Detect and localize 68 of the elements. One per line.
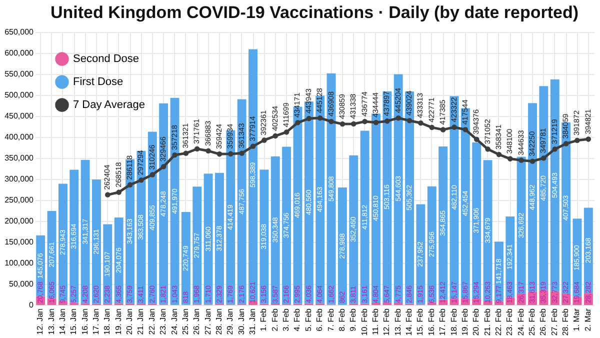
y-tick-label: 200,000 [4,216,34,226]
x-tick-label: 18. Jan [102,308,112,335]
x-tick-label: 1. Mar [572,308,582,332]
x-tick-label: 17. Feb [438,308,448,336]
x-tick-label: 15. Feb [416,308,425,336]
x-tick-label: 9. Feb [348,308,358,332]
x-tick-label: 11. Feb [370,308,380,336]
y-tick-label: 100,000 [4,258,34,268]
x-tick-label: 5. Feb [304,308,313,332]
x-tick-label: 28. Jan [214,308,224,335]
x-tick-label: 29. Jan [226,308,235,335]
x-tick-label: 20. Feb [472,308,481,336]
x-tick-label: 16. Feb [426,308,436,336]
x-tick-label: 21. Feb [482,308,492,336]
y-tick-label: 600,000 [4,48,34,58]
x-tick-label: 17. Jan [91,308,100,335]
x-tick-label: 18. Feb [449,308,458,336]
x-tick-label: 7. Feb [326,308,336,332]
x-tick-label: 19. Jan [114,308,123,335]
y-tick-label: 250,000 [4,196,34,204]
y-tick-label: 0 [29,300,34,310]
x-tick-label: 22. Jan [147,308,156,335]
x-tick-label: 26. Jan [192,308,202,335]
legend-label: Second Dose [73,53,140,65]
y-tick-label: 450,000 [4,112,34,120]
x-tick-label: 20. Jan [125,308,134,335]
x-tick-label: 25. Jan [180,308,190,335]
legend-label: 7 Day Average [73,99,145,111]
x-tick-label: 4. Feb [292,308,302,332]
x-tick-label: 6. Feb [315,308,324,332]
x-tick-label: 1. Feb [259,308,268,332]
x-tick-label: 12. Jan [36,308,45,335]
x-tick-label: 14. Feb [404,308,414,336]
x-tick-label: 12. Feb [382,308,392,336]
x-tick-label: 3. Feb [282,308,291,332]
x-tick-label: 26. Feb [538,308,548,336]
x-tick-label: 25. Feb [528,308,537,336]
x-tick-label: 24. Feb [516,308,526,336]
x-tick-label: 19. Feb [460,308,470,336]
x-tick-label: 28. Feb [561,308,570,336]
x-tick-label: 13. Feb [393,308,402,336]
x-tick-label: 22. Feb [494,308,503,336]
x-tick-label: 2. Mar [583,308,592,332]
x-tick-label: 10. Feb [360,308,369,336]
x-tick-label: 24. Jan [170,308,179,335]
legend-label: First Dose [73,76,124,88]
y-tick-label: 500,000 [4,90,34,100]
x-tick-label: 15. Jan [69,308,78,335]
x-tick-label: 23. Feb [505,308,514,336]
x-tick-label: 2. Feb [270,308,280,332]
x-tick-label: 16. Jan [80,308,90,335]
y-tick-label: 350,000 [4,154,34,162]
y-tick-label: 400,000 [4,132,34,142]
y-tick-label: 150,000 [4,238,34,246]
x-tick-label: 23. Jan [158,308,168,335]
x-tick-label: 31. Jan [248,308,258,335]
x-tick-label: 8. Feb [337,308,346,332]
x-tick-label: 27. Jan [203,308,212,335]
y-tick-label: 550,000 [4,70,34,78]
x-tick-label: 30. Jan [236,308,246,335]
y-tick-label: 650,000 [4,28,34,36]
chart-title: United Kingdom COVID-19 Vaccinations · Daily (by date reported) [50,3,579,22]
y-tick-label: 300,000 [4,174,34,184]
y-tick-label: 50,000 [9,280,34,288]
x-tick-label: 27. Feb [550,308,559,336]
x-tick-label: 14. Jan [58,308,67,335]
x-tick-label: 21. Jan [136,308,146,335]
x-tick-label: 13. Jan [46,308,56,335]
